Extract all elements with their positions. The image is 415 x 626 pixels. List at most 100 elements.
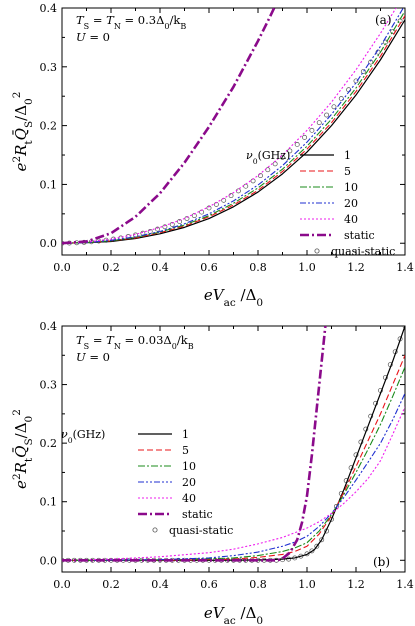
annotation: TS = TN = 0.03Δ0/kBU = 0 (76, 333, 194, 364)
legend-label-20: 20 (182, 476, 196, 489)
x-tick-label: 0.4 (151, 261, 169, 274)
quasi-static-marker (243, 183, 249, 189)
quasi-static-marker (258, 173, 263, 179)
legend-label-1: 1 (344, 149, 351, 162)
legend-title: ν0(GHz) (246, 149, 290, 166)
quasi-static-marker (280, 154, 285, 160)
x-tick-label: 0.8 (249, 578, 267, 591)
quasi-static-marker (324, 112, 330, 118)
y-tick-label: 0.3 (40, 61, 58, 74)
quasi-static-marker (309, 127, 315, 133)
x-tick-label: 1.4 (396, 261, 414, 274)
quasi-static-marker (302, 134, 307, 140)
annotation-temperature: TS = TN = 0.3Δ0/kB (76, 13, 186, 31)
y-tick-label: 0.0 (40, 237, 58, 250)
x-tick-label: 0.2 (102, 261, 120, 274)
panel-label: (b) (373, 555, 390, 569)
series-line-40 (62, 8, 397, 244)
y-tick-label: 0.2 (40, 120, 58, 133)
x-tick-label: 0.8 (249, 261, 267, 274)
quasi-static-marker (162, 224, 168, 230)
quasi-static-marker (206, 205, 212, 211)
legend-label-10: 10 (182, 460, 196, 473)
legend-label-static: static (182, 508, 213, 521)
quasi-static-marker (309, 548, 315, 554)
quasi-static-marker (155, 226, 160, 232)
x-tick-label: 0.6 (200, 261, 218, 274)
quasi-static-marker (294, 141, 300, 147)
quasi-static-marker (177, 219, 183, 224)
legend-label-5: 5 (344, 165, 351, 178)
x-tick-label: 0.6 (200, 578, 218, 591)
quasi-static-marker (184, 216, 190, 221)
legend-label-10: 10 (344, 181, 358, 194)
annotation-u: U = 0 (76, 350, 110, 364)
y-tick-label: 0.1 (40, 178, 58, 191)
x-tick-label: 1.0 (298, 578, 316, 591)
y-tick-label: 0.4 (40, 320, 58, 333)
legend-label-static: static (344, 229, 375, 242)
legend-label-5: 5 (182, 444, 189, 457)
legend-label-20: 20 (344, 197, 358, 210)
legend-label-quasi-static: quasi-static (169, 524, 233, 537)
series-line-1 (62, 19, 405, 244)
legend: ν0(GHz) 1 5 10 20 40 static quasi-static (61, 428, 233, 537)
plot-frame (61, 325, 406, 573)
x-tick-label: 0.0 (53, 578, 71, 591)
quasi-static-marker (402, 326, 405, 329)
chart-panel-a: 0.0 0.2 0.4 0.6 0.8 1.0 1.2 1.4 0.0 0.1 0.2 0.3 0.4 T… (11, 2, 414, 309)
y-axis-label: e2RtQ̄S/Δ02 (11, 409, 35, 489)
x-tick-label: 0.0 (53, 261, 71, 274)
y-tick-label: 0.3 (40, 379, 58, 392)
x-axis-label: eVac /Δ0 (204, 286, 263, 309)
quasi-static-marker (319, 537, 325, 543)
x-tick-label: 0.2 (102, 578, 120, 591)
data-area (62, 8, 405, 246)
annotation-u: U = 0 (76, 30, 110, 44)
quasi-static-marker (272, 161, 278, 167)
y-tick-label: 0.1 (40, 496, 58, 509)
legend-title: ν0(GHz) (61, 428, 105, 445)
data-area (62, 326, 405, 563)
annotation: TS = TN = 0.3Δ0/kBU = 0 (76, 13, 186, 44)
y-tick-label: 0.4 (40, 2, 58, 15)
x-tick-label: 1.4 (396, 578, 414, 591)
quasi-static-marker (316, 120, 322, 126)
x-tick-label: 1.0 (298, 261, 316, 274)
legend-swatch-quasi-static (152, 527, 158, 533)
quasi-static-marker (265, 167, 271, 173)
series-line-10 (62, 366, 405, 561)
legend: ν0(GHz) 1 5 10 20 40 static quasi-static (246, 149, 395, 258)
series-line-40 (62, 406, 405, 561)
series-line-5 (62, 355, 405, 561)
y-axis-label: e2RtQ̄S/Δ02 (11, 92, 35, 172)
y-tick-label: 0.0 (40, 554, 58, 567)
quasi-static-marker (331, 104, 337, 110)
quasi-static-marker (314, 543, 320, 549)
series-line-20 (62, 8, 404, 244)
quasi-static-marker (304, 551, 310, 557)
annotation-temperature: TS = TN = 0.03Δ0/kB (76, 333, 194, 351)
quasi-static-marker (360, 69, 366, 74)
quasi-static-marker (228, 193, 234, 199)
series-line-static (62, 8, 276, 245)
x-tick-label: 1.2 (347, 578, 365, 591)
quasi-static-marker (287, 148, 293, 154)
chart-panel-b: 0.0 0.2 0.4 0.6 0.8 1.0 1.2 1.4 0.0 0.1 0.2 0.3 0.4 T… (11, 320, 414, 626)
quasi-static-marker (96, 238, 102, 244)
series-line-static (62, 326, 327, 562)
legend-label-quasi-static: quasi-static (331, 245, 395, 258)
x-tick-label: 0.4 (151, 578, 169, 591)
y-tick-label: 0.2 (40, 437, 58, 450)
x-axis-label: eVac /Δ0 (204, 604, 263, 626)
panel-label: (a) (375, 13, 392, 27)
x-tick-label: 1.2 (347, 261, 365, 274)
series-line-10 (62, 10, 405, 244)
series-line-20 (62, 393, 405, 561)
legend-label-1: 1 (182, 428, 189, 441)
quasi-static-marker (169, 221, 175, 227)
legend-swatch-quasi-static (314, 248, 320, 254)
legend-label-40: 40 (182, 492, 196, 505)
series-line-1 (62, 326, 405, 561)
